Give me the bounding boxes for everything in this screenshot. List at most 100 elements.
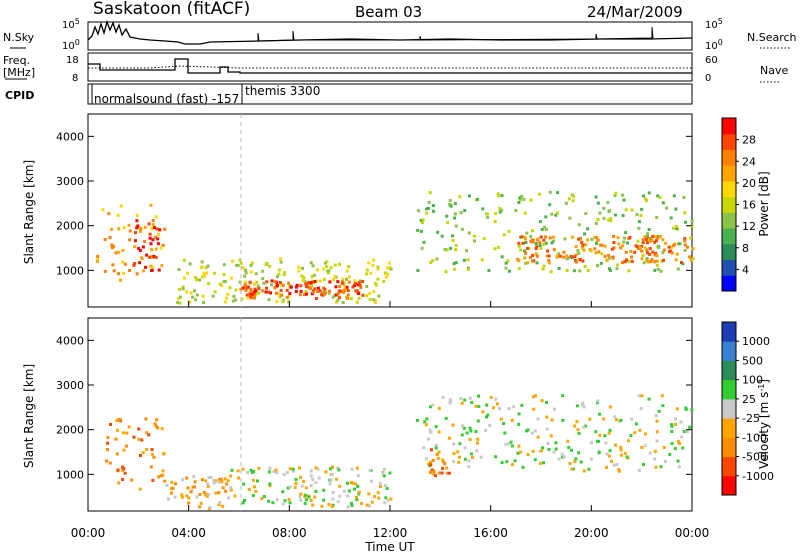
power-cell — [551, 235, 555, 239]
velocity-cell — [185, 494, 189, 498]
velocity-colorbar-label: Velocity [m s-1] — [757, 379, 772, 469]
velocity-cell — [187, 496, 191, 500]
velocity-cell — [458, 442, 462, 446]
power-cell — [365, 294, 369, 298]
velocity-cell — [365, 503, 369, 507]
velocity-cell — [271, 501, 275, 505]
power-cell — [288, 292, 292, 295]
velocity-cell — [682, 430, 686, 433]
power-cell — [334, 285, 338, 289]
power-cell — [96, 254, 100, 258]
power-cell — [327, 291, 331, 295]
power-cell — [547, 254, 551, 258]
power-cell — [133, 245, 137, 249]
velocity-cell — [654, 465, 658, 469]
velocity-cell — [437, 471, 441, 475]
power-cell — [665, 206, 669, 210]
beam-title: Beam 03 — [355, 3, 422, 21]
power-cell — [149, 264, 153, 268]
power-cell — [648, 247, 652, 250]
power-cell — [647, 228, 651, 231]
power-cell — [143, 240, 147, 243]
power-cell — [529, 255, 532, 259]
power-cell — [640, 249, 644, 253]
velocity-cell — [292, 469, 295, 473]
velocity-cell — [429, 470, 432, 474]
power-cell — [351, 285, 355, 289]
power-cell — [621, 261, 624, 265]
velocity-cell — [370, 500, 374, 504]
velocity-cell — [509, 440, 513, 444]
power-cell — [206, 264, 210, 268]
velocity-cell — [443, 462, 447, 466]
velocity-cell — [554, 441, 558, 445]
velocity-cell — [619, 448, 623, 452]
velocity-cell — [167, 497, 170, 501]
power-cell — [534, 242, 538, 245]
velocity-cell — [286, 486, 290, 490]
power-cell — [416, 209, 420, 213]
velocity-cell — [243, 499, 246, 502]
power-cell — [327, 269, 331, 273]
power-cell — [211, 294, 215, 298]
velocity-cell — [545, 415, 549, 419]
power-cell — [136, 224, 140, 228]
velocity-cell — [212, 479, 216, 483]
power-cell — [685, 245, 689, 249]
velocity-cell — [386, 498, 390, 502]
power-cell — [498, 206, 502, 210]
velocity-cell — [589, 457, 593, 461]
velocity-cell — [654, 414, 658, 418]
power-cell — [421, 221, 424, 225]
velocity-cell — [686, 429, 689, 433]
power-cell — [659, 235, 662, 238]
velocity-cell — [492, 406, 495, 410]
power-cell — [249, 270, 253, 274]
velocity-cell — [495, 402, 499, 406]
velocity-cell — [471, 456, 474, 459]
power-cell — [607, 267, 611, 271]
x-tick-label: 04:00 — [171, 526, 206, 540]
power-cell — [562, 255, 566, 259]
power-cell — [552, 248, 556, 252]
power-cell — [630, 259, 634, 263]
velocity-cell — [566, 439, 570, 443]
power-cell — [376, 267, 380, 271]
velocity-cell — [317, 476, 321, 480]
power-cell — [235, 263, 239, 267]
power-cell — [386, 266, 390, 270]
velocity-cell — [663, 460, 667, 463]
velocity-cell — [293, 485, 297, 489]
power-cell — [662, 258, 665, 262]
power-cell — [496, 192, 500, 196]
velocity-cell — [252, 470, 256, 473]
power-cell — [346, 293, 350, 297]
power-cell — [154, 215, 158, 219]
velocity-cell — [226, 479, 230, 483]
power-cell — [112, 269, 116, 273]
power-cell — [416, 228, 420, 232]
power-cell — [517, 201, 521, 204]
power-cell — [449, 246, 453, 250]
power-cell — [191, 295, 195, 299]
velocity-colorbar-segment — [722, 341, 736, 361]
power-cell — [116, 213, 120, 217]
power-colorbar-segment — [722, 180, 736, 198]
power-cell — [614, 213, 617, 217]
velocity-cell — [494, 455, 498, 459]
power-cell — [639, 214, 643, 217]
velocity-cell — [109, 423, 112, 426]
velocity-cell — [545, 400, 548, 404]
velocity-cell — [338, 494, 342, 498]
power-cell — [603, 244, 607, 248]
power-cell — [558, 254, 562, 258]
power-cell — [328, 280, 332, 284]
power-cell — [249, 264, 253, 267]
velocity-cell — [541, 446, 544, 450]
velocity-cell — [260, 497, 264, 501]
power-cell — [137, 226, 141, 230]
velocity-cell — [536, 435, 540, 439]
velocity-cell — [668, 452, 672, 456]
velocity-cell — [268, 484, 272, 488]
power-cell — [577, 237, 581, 241]
